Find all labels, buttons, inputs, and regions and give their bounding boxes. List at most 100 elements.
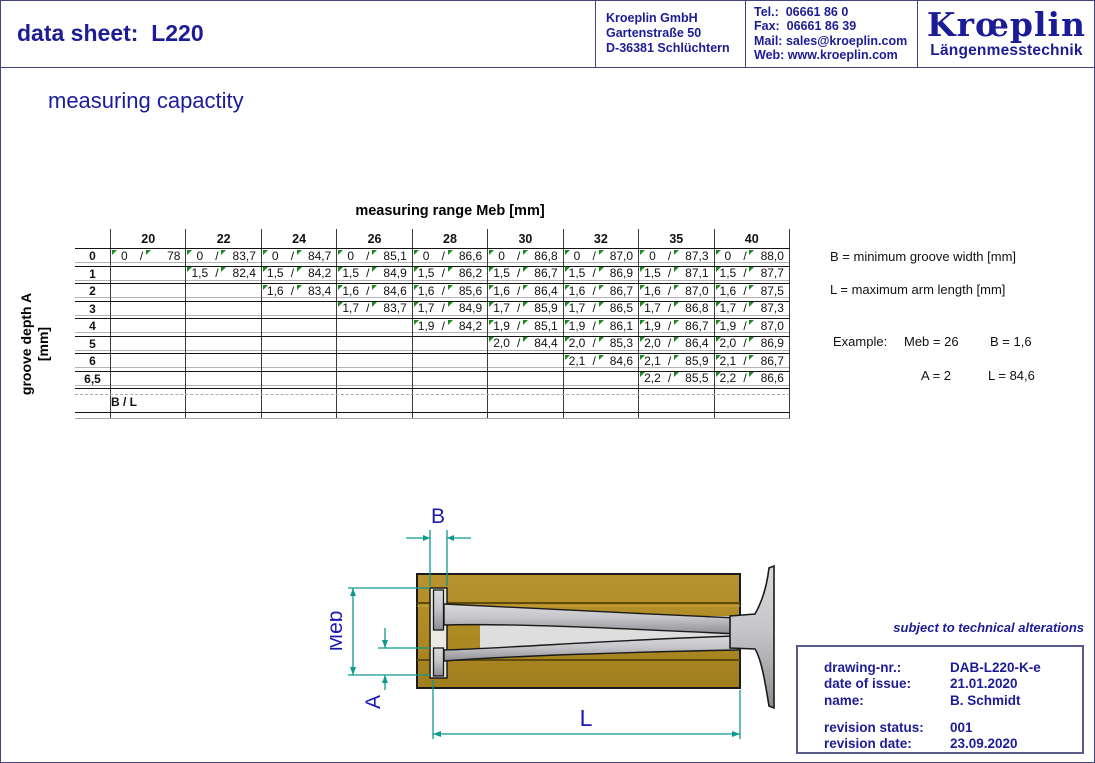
empty-cell — [411, 412, 487, 418]
comment-marker-icon — [749, 284, 755, 290]
header-corner — [75, 229, 110, 248]
field-label: drawing-nr.: — [824, 660, 902, 675]
b-value: 1,6 — [266, 283, 284, 298]
table-cell: 1,6 / 83,4 — [260, 283, 336, 301]
comment-marker-icon — [564, 249, 570, 255]
slash: / — [667, 248, 672, 263]
slash: / — [592, 353, 596, 368]
b-value: 1,5 — [644, 266, 661, 281]
empty-cell — [487, 395, 562, 412]
empty-cell — [411, 389, 487, 394]
row-header: 4 — [89, 319, 96, 333]
table-cell: 1,7 / 86,8 — [638, 301, 713, 318]
slash: / — [667, 371, 672, 386]
comment-marker-icon — [749, 319, 755, 325]
empty-cell — [713, 412, 789, 418]
table-row: 2 1,6 / 83,4 1,6 / 84,6 1,6 / 85,6 1,6 / 86,4 1,6 / 86,… — [75, 284, 790, 302]
comment-marker-icon — [715, 284, 721, 290]
l-value: 78 — [167, 248, 181, 263]
l-value: 85,9 — [534, 301, 558, 316]
comment-marker-icon — [489, 337, 495, 342]
company-address-block: Kroeplin GmbH Gartenstraße 50 D-36381 Sc… — [595, 0, 745, 67]
table-end-row — [75, 412, 790, 419]
empty-cell — [185, 336, 260, 353]
empty-cell — [260, 389, 336, 394]
empty-cell — [260, 395, 336, 412]
arrow-b-right — [447, 535, 454, 541]
title-block: drawing-nr.: DAB-L220-K-e date of issue: 2… — [796, 645, 1084, 754]
comment-marker-icon — [489, 284, 495, 290]
table-cell: 0 / 87,0 — [562, 248, 638, 266]
dimension-meb-lines — [348, 587, 430, 676]
row-header: 3 — [89, 301, 96, 316]
table-cell: 1,6 / 87,0 — [638, 284, 713, 301]
slash: / — [517, 248, 521, 263]
table-cell: 1,5 / 82,4 — [185, 266, 260, 283]
arrow-meb-top — [350, 588, 356, 596]
header: data sheet: L220 Kroeplin GmbH Gartenstr… — [0, 0, 1095, 68]
table-cell: 1,7 / 84,9 — [411, 301, 487, 318]
row-axis-label: groove depth A [mm] — [18, 292, 51, 396]
empty-cell — [638, 389, 713, 394]
contact-fax: Fax: 06661 86 39 — [754, 19, 857, 33]
column-header: 20 — [110, 229, 185, 248]
table-cell: 0 / 83,7 — [185, 249, 260, 266]
b-value: 2,0 — [493, 336, 510, 351]
row-header: 0 — [89, 249, 96, 263]
field-label: date of issue: — [824, 676, 912, 692]
column-header: 22 — [185, 229, 260, 248]
legend-example-label: Example: — [833, 334, 888, 349]
table-cell: 2,1 / 85,9 — [638, 354, 713, 371]
b-value: 2,1 — [568, 353, 586, 368]
dim-label-l: L — [580, 705, 593, 731]
comment-marker-icon — [372, 249, 378, 255]
l-value: 84,4 — [534, 336, 558, 351]
comment-marker-icon — [523, 302, 529, 307]
comment-marker-icon — [749, 372, 755, 377]
table-cell: 1,6 / 84,6 — [336, 284, 411, 301]
comment-marker-icon — [598, 302, 604, 307]
empty-cell — [411, 395, 487, 412]
slash: / — [366, 283, 370, 298]
b-value: 1,6 — [568, 283, 586, 298]
b-value: 1,6 — [493, 283, 510, 298]
b-value: 1,9 — [417, 318, 435, 333]
legend-example-l: L = 84,6 — [988, 368, 1035, 383]
b-value: 2,1 — [644, 353, 661, 368]
table-cell: 2,0 / 86,4 — [638, 336, 713, 353]
empty-cell — [336, 412, 411, 418]
table-cell: 2,1 / 84,6 — [562, 353, 638, 371]
comment-marker-icon — [447, 302, 453, 307]
comment-marker-icon — [413, 267, 419, 272]
l-value: 86,2 — [458, 266, 483, 281]
table-cell: 2,2 / 85,5 — [638, 371, 713, 388]
empty-cell — [260, 336, 336, 353]
comment-marker-icon — [187, 267, 193, 272]
column-header: 26 — [336, 229, 411, 248]
comment-marker-icon — [372, 267, 378, 272]
empty-cell — [487, 412, 562, 418]
arrow-b-left — [423, 535, 430, 541]
empty-cell — [185, 354, 260, 371]
slash: / — [441, 301, 445, 316]
comment-marker-icon — [564, 267, 570, 272]
row-header — [75, 395, 110, 412]
slash: / — [517, 266, 521, 281]
l-value: 84,9 — [383, 266, 407, 281]
empty-cell — [185, 319, 260, 336]
l-value: 86,7 — [685, 318, 709, 333]
comment-marker-icon — [640, 372, 646, 377]
comment-marker-icon — [674, 372, 680, 377]
comment-marker-icon — [598, 354, 604, 360]
l-value: 87,0 — [609, 248, 634, 263]
comment-marker-icon — [447, 319, 453, 325]
empty-cell — [185, 371, 260, 388]
revision-status: 001 — [950, 719, 973, 735]
contact-web: Web: www.kroeplin.com — [754, 48, 898, 62]
slash: / — [441, 248, 445, 263]
b-value: 1,9 — [493, 318, 510, 333]
slash: / — [667, 283, 672, 298]
b-value: 1,9 — [568, 318, 586, 333]
logo-subtitle: Längenmesstechnik — [930, 41, 1083, 59]
comment-marker-icon — [564, 337, 570, 342]
